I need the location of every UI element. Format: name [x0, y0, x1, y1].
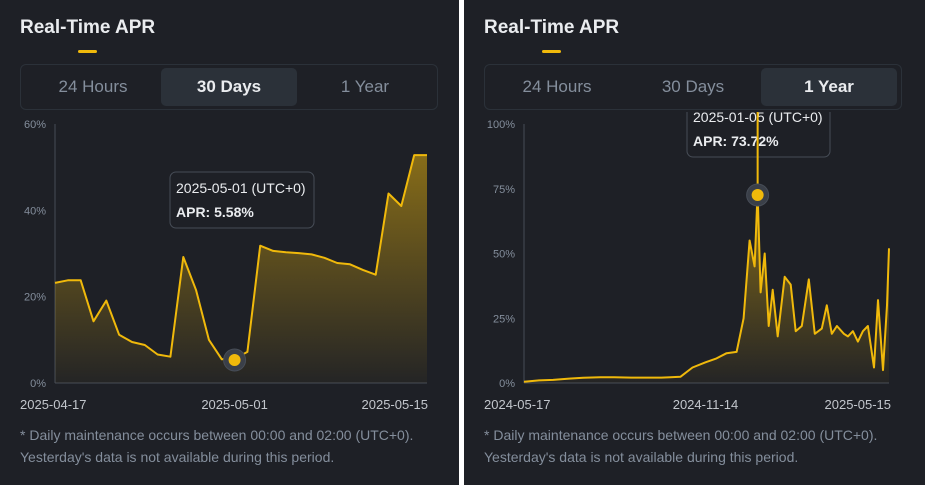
y-tick-label: 0% [30, 378, 46, 390]
maintenance-footnote: * Daily maintenance occurs between 00:00… [20, 424, 450, 468]
footnote-line-2: Yesterday's data is not available during… [20, 449, 335, 465]
y-tick-label: 100% [487, 119, 515, 131]
y-tick-label: 0% [499, 378, 515, 390]
footnote-line-1: * Daily maintenance occurs between 00:00… [484, 427, 878, 443]
apr-card-1-year: Real-Time APR 24 Hours 30 Days 1 Year 0%… [464, 0, 925, 485]
tooltip-apr-value: APR: 73.72% [693, 133, 779, 149]
y-tick-label: 50% [493, 249, 515, 261]
x-tick-label: 2025-05-15 [825, 397, 892, 412]
apr-area-chart-1-year[interactable]: 0% 25% 50% 75% 100% 2024-05-17 2024-11-14 2025… [464, 112, 925, 417]
apr-area-fill [55, 155, 427, 383]
footnote-line-1: * Daily maintenance occurs between 00:00… [20, 427, 414, 443]
apr-card-30-days: Real-Time APR 24 Hours 30 Days 1 Year 0%… [0, 0, 459, 485]
x-axis-labels: 2024-05-17 2024-11-14 2025-05-15 [484, 397, 891, 412]
title-accent-underline [78, 50, 97, 53]
card-title: Real-Time APR [20, 17, 156, 38]
footnote-line-2: Yesterday's data is not available during… [484, 449, 799, 465]
x-tick-label: 2024-05-17 [484, 397, 551, 412]
apr-area-chart-30-days[interactable]: 0% 20% 40% 60% 2025-04-17 2025-05-01 2025-05-… [0, 112, 459, 417]
y-tick-label: 40% [24, 205, 46, 217]
hover-point [751, 189, 764, 201]
x-tick-label: 2025-04-17 [20, 397, 87, 412]
x-axis-labels: 2025-04-17 2025-05-01 2025-05-15 [20, 397, 428, 412]
tooltip-box [169, 171, 315, 229]
tooltip-date: 2025-05-01 (UTC+0) [176, 180, 306, 196]
apr-area-fill [524, 192, 889, 383]
y-axis: 0% 20% 40% 60% [24, 119, 56, 390]
y-axis: 0% 25% 50% 75% 100% [487, 119, 525, 390]
x-tick-label: 2024-11-14 [673, 397, 739, 412]
y-tick-label: 60% [24, 119, 46, 131]
chart-tooltip: 2025-05-01 (UTC+0) APR: 5.58% [169, 171, 315, 372]
period-tabs: 24 Hours 30 Days 1 Year [484, 64, 902, 110]
y-tick-label: 20% [24, 292, 46, 304]
x-tick-label: 2025-05-01 [201, 397, 268, 412]
tab-24-hours[interactable]: 24 Hours [522, 77, 592, 96]
tooltip-apr-value: APR: 5.58% [176, 204, 254, 220]
card-title: Real-Time APR [484, 17, 620, 38]
period-tabs: 24 Hours 30 Days 1 Year [20, 64, 438, 110]
apr-series-line [523, 191, 890, 383]
maintenance-footnote: * Daily maintenance occurs between 00:00… [484, 424, 914, 468]
title-accent-underline [542, 50, 561, 53]
y-tick-label: 75% [493, 184, 515, 196]
chart-tooltip: 2025-01-05 (UTC+0) APR: 73.72% [686, 112, 831, 207]
tab-1-year[interactable]: 1 Year [761, 68, 897, 106]
hover-point [228, 354, 241, 366]
tab-24-hours[interactable]: 24 Hours [58, 77, 128, 96]
y-tick-label: 25% [493, 313, 515, 325]
tab-30-days[interactable]: 30 Days [661, 77, 725, 96]
x-tick-label: 2025-05-15 [362, 397, 429, 412]
tab-30-days[interactable]: 30 Days [161, 68, 297, 106]
tab-1-year[interactable]: 1 Year [340, 77, 390, 96]
